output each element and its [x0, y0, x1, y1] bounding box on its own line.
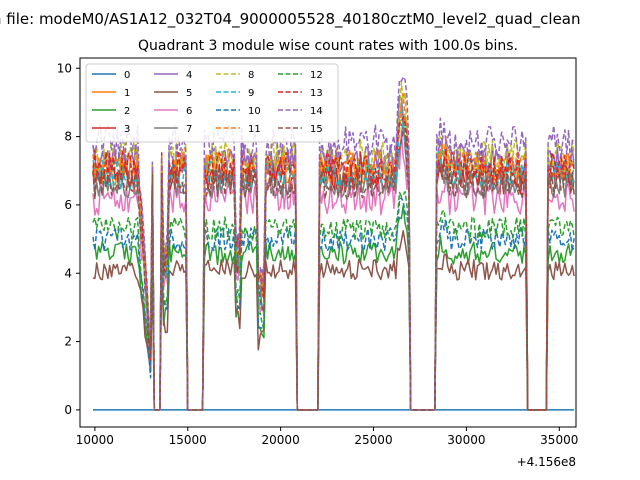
legend-label-3: 3	[124, 124, 130, 135]
series-line-15	[92, 127, 575, 411]
x-tick-label: 15000	[169, 433, 207, 447]
series-line-12	[92, 190, 575, 411]
legend-label-13: 13	[310, 88, 323, 99]
x-tick-label: 10000	[76, 433, 114, 447]
series-line-6	[92, 130, 575, 411]
legend-label-10: 10	[248, 106, 261, 117]
series-layer	[92, 75, 575, 411]
y-tick-label: 0	[64, 403, 72, 417]
legend-label-7: 7	[186, 124, 192, 135]
y-tick-label: 2	[64, 335, 72, 349]
legend-label-12: 12	[310, 70, 323, 81]
y-tick-label: 4	[64, 266, 72, 280]
x-tick-label: 35000	[540, 433, 578, 447]
series-line-13	[92, 116, 575, 411]
plot-area	[79, 57, 577, 428]
legend-label-4: 4	[186, 70, 192, 81]
x-axis: 10000 15000 20000 25000 30000 35000	[76, 427, 578, 447]
y-axis: 0 2 4 6 8 10	[57, 61, 80, 417]
series-line-5	[92, 229, 575, 411]
legend-label-2: 2	[124, 106, 130, 117]
y-tick-label: 8	[64, 130, 72, 144]
y-tick-label: 6	[64, 198, 72, 212]
legend-label-6: 6	[186, 106, 192, 117]
series-line-10	[92, 196, 575, 411]
legend-label-5: 5	[186, 88, 192, 99]
legend-label-0: 0	[124, 70, 130, 81]
legend-label-15: 15	[310, 124, 323, 135]
x-tick-label: 30000	[447, 433, 485, 447]
figure-suptitle: n file: modeM0/AS1A12_032T04_9000005528_…	[0, 10, 581, 29]
legend-label-11: 11	[248, 124, 261, 135]
legend-label-9: 9	[248, 88, 254, 99]
x-tick-label: 20000	[262, 433, 300, 447]
x-tick-label: 25000	[354, 433, 392, 447]
legend-box	[85, 63, 339, 143]
chart-title: Quadrant 3 module wise count rates with …	[138, 38, 518, 54]
legend-label-8: 8	[248, 70, 254, 81]
axes-frame	[79, 57, 577, 428]
legend-label-14: 14	[310, 106, 323, 117]
y-tick-label: 10	[57, 61, 72, 75]
legend-label-1: 1	[124, 88, 130, 99]
x-offset-text: +4.156e8	[517, 455, 576, 469]
